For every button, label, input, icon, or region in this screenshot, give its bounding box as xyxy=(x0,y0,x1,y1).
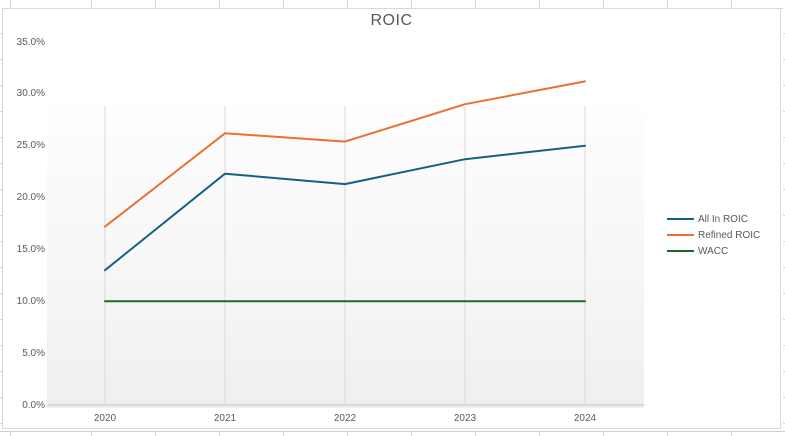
y-axis-tick-label: 20.0% xyxy=(16,192,45,204)
y-axis-tick-label: 10.0% xyxy=(16,295,45,307)
legend-label: WACC xyxy=(698,245,729,257)
spreadsheet-cells-right xyxy=(783,8,785,430)
chart-legend: All In ROIC Refined ROIC WACC xyxy=(667,211,760,259)
x-axis-tick-label: 2024 xyxy=(573,413,597,424)
y-axis-tick-label: 35.0% xyxy=(16,36,45,48)
legend-item-wacc[interactable]: WACC xyxy=(667,243,760,259)
legend-swatch xyxy=(667,234,694,236)
legend-label: Refined ROIC xyxy=(698,229,761,241)
x-axis-tick-label: 2022 xyxy=(333,413,357,424)
y-axis-tick-label: 25.0% xyxy=(16,140,45,152)
x-axis-tick-label: 2023 xyxy=(453,413,477,424)
y-axis-tick-label: 30.0% xyxy=(16,88,45,100)
legend-swatch xyxy=(667,218,694,220)
legend-label: All In ROIC xyxy=(698,213,749,225)
y-axis-tick-label: 5.0% xyxy=(22,347,45,359)
legend-item-all-in-roic[interactable]: All In ROIC xyxy=(667,211,760,227)
legend-item-refined-roic[interactable]: Refined ROIC xyxy=(667,227,760,243)
plot-area-fill xyxy=(47,106,644,408)
spreadsheet-cells-left xyxy=(0,8,2,430)
spreadsheet-cells-bottom xyxy=(0,431,785,436)
x-axis-tick-label: 2021 xyxy=(213,413,237,424)
chart-title: ROIC xyxy=(370,12,413,29)
y-axis-tick-label: 15.0% xyxy=(16,243,45,255)
x-axis-tick-label: 2020 xyxy=(93,413,117,424)
y-axis-tick-label: 0.0% xyxy=(22,399,45,411)
legend-swatch xyxy=(667,250,694,252)
